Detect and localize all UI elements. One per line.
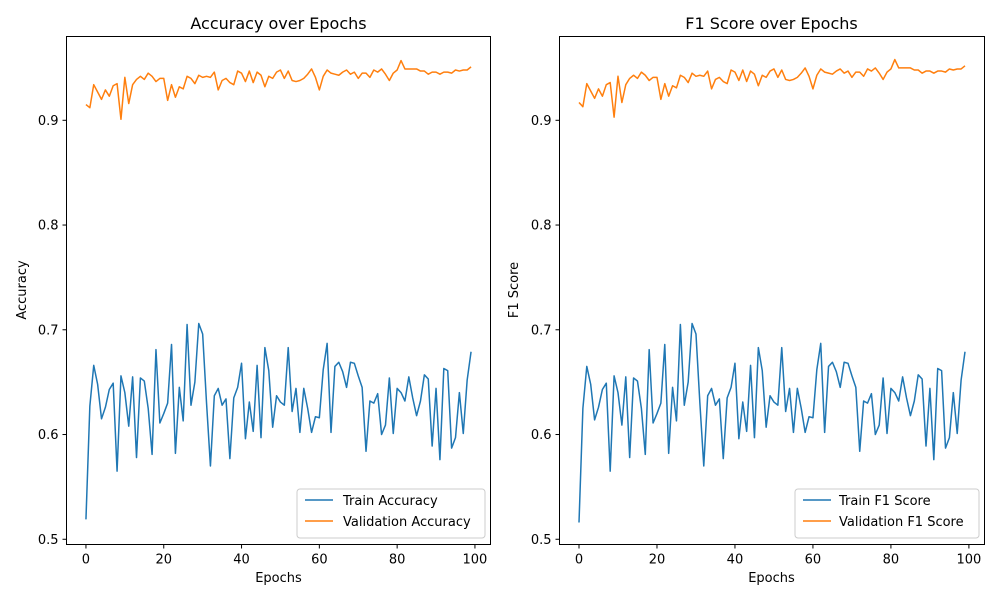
accuracy-plot-frame (66, 36, 491, 545)
f1-y-tick-label: 0.5 (531, 533, 552, 548)
accuracy-lines (85, 59, 472, 520)
accuracy-train-line (85, 322, 472, 520)
accuracy-legend-train-label: Train Accuracy (342, 494, 438, 509)
f1-y-tick-label: 0.9 (531, 114, 552, 129)
f1-ticks: 0 20 40 60 80 100 0.5 0.6 0.7 0.8 0.9 (531, 114, 982, 568)
f1-chart: F1 Score over Epochs Epochs F1 Score 0 20… (507, 14, 985, 586)
accuracy-y-tick-label: 0.6 (38, 428, 59, 443)
accuracy-validation-line (85, 59, 472, 120)
accuracy-y-tick-label: 0.8 (38, 219, 59, 234)
f1-chart-title: F1 Score over Epochs (685, 14, 857, 33)
accuracy-chart: Accuracy over Epochs Epochs Accuracy 0 20… (15, 14, 491, 586)
accuracy-ticks: 0 20 40 60 80 100 0.5 0.6 0.7 0.8 0.9 (38, 114, 488, 568)
accuracy-legend: Train Accuracy Validation Accuracy (296, 488, 486, 539)
f1-legend-box (794, 488, 980, 539)
f1-x-tick-label: 80 (883, 553, 900, 568)
f1-x-tick-label: 20 (649, 553, 666, 568)
f1-x-tick-label: 0 (575, 553, 583, 568)
f1-x-tick-label: 40 (727, 553, 744, 568)
accuracy-legend-validation-label: Validation Accuracy (343, 515, 471, 530)
f1-legend-validation-label: Validation F1 Score (839, 515, 964, 530)
accuracy-x-tick-label: 100 (463, 553, 488, 568)
accuracy-chart-title: Accuracy over Epochs (190, 14, 366, 33)
f1-y-tick-label: 0.6 (531, 428, 552, 443)
f1-train-line (578, 322, 966, 523)
accuracy-x-axis-label: Epochs (255, 571, 302, 586)
accuracy-y-tick-label: 0.9 (38, 114, 59, 129)
f1-y-tick-label: 0.8 (531, 219, 552, 234)
accuracy-y-axis-label: Accuracy (15, 260, 30, 320)
accuracy-legend-box (296, 488, 486, 539)
accuracy-x-tick-label: 40 (233, 553, 250, 568)
f1-x-tick-label: 60 (805, 553, 822, 568)
accuracy-x-tick-label: 60 (311, 553, 328, 568)
accuracy-y-tick-label: 0.5 (38, 533, 59, 548)
f1-lines (578, 58, 966, 523)
accuracy-x-tick-label: 80 (389, 553, 406, 568)
f1-legend-train-label: Train F1 Score (838, 494, 931, 509)
f1-plot-frame (559, 36, 985, 545)
accuracy-y-tick-label: 0.7 (38, 323, 59, 338)
accuracy-x-tick-label: 20 (155, 553, 172, 568)
f1-validation-line (578, 58, 966, 118)
f1-x-tick-label: 100 (956, 553, 981, 568)
f1-y-axis-label: F1 Score (507, 262, 522, 318)
f1-x-axis-label: Epochs (748, 571, 795, 586)
f1-legend: Train F1 Score Validation F1 Score (794, 488, 980, 539)
f1-y-tick-label: 0.7 (531, 323, 552, 338)
accuracy-x-tick-label: 0 (82, 553, 90, 568)
